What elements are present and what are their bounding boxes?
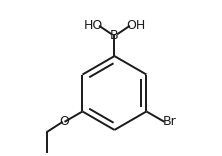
Text: B: B <box>110 29 119 42</box>
Text: OH: OH <box>126 19 145 32</box>
Text: O: O <box>59 115 69 128</box>
Text: Br: Br <box>163 115 176 128</box>
Text: HO: HO <box>84 19 103 32</box>
